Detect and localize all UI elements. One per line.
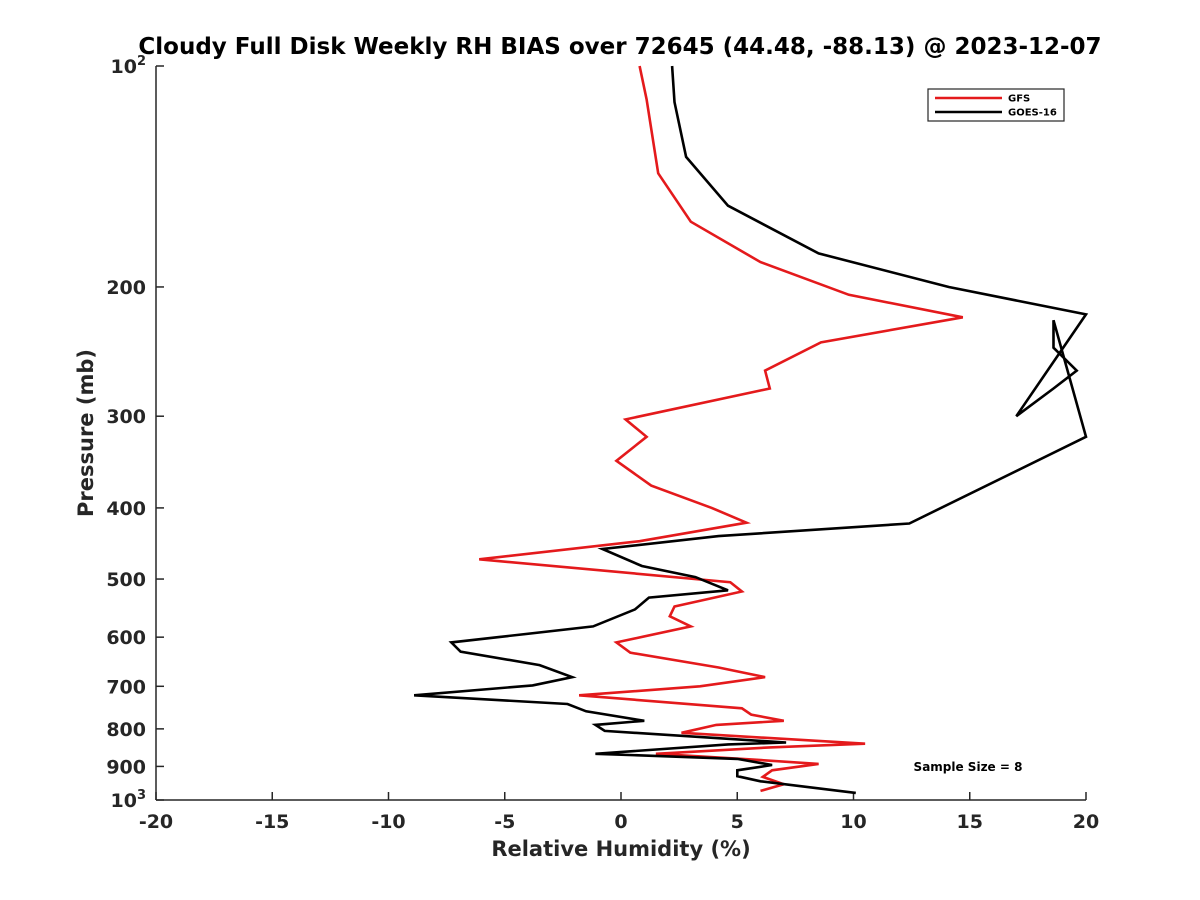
- series-line-goes16: [413, 65, 1089, 795]
- x-axis-ticks: -20 -15 -10 -5 0 5 10 15 20: [139, 792, 1099, 833]
- x-tick-label: -10: [371, 811, 405, 833]
- legend: GFS GOES-16: [927, 88, 1065, 122]
- legend-label-goes16: GOES-16: [1008, 108, 1057, 119]
- x-tick-label: 0: [614, 811, 627, 833]
- y-tick-label: 600: [106, 627, 146, 649]
- y-tick-label: 300: [106, 406, 146, 428]
- x-axis-label: Relative Humidity (%): [491, 837, 750, 861]
- legend-label-gfs: GFS: [1008, 94, 1030, 105]
- x-tick-label: 15: [957, 811, 983, 833]
- series-line-gfs: [479, 65, 964, 793]
- sample-size-annotation: Sample Size = 8: [914, 760, 1023, 774]
- chart-title: Cloudy Full Disk Weekly RH BIAS over 726…: [138, 34, 1101, 60]
- y-tick-label: 800: [106, 719, 146, 741]
- plot-area: [155, 66, 1086, 801]
- y-tick-label: 200: [106, 277, 146, 299]
- x-tick-label: 10: [840, 811, 866, 833]
- x-tick-label: 20: [1073, 811, 1099, 833]
- x-tick-label: -5: [494, 811, 515, 833]
- y-tick-label: 103: [111, 788, 147, 812]
- x-tick-label: -15: [255, 811, 289, 833]
- y-tick-label: 900: [106, 756, 146, 778]
- y-tick-label: 400: [106, 498, 146, 520]
- y-tick-base: 10: [111, 56, 137, 78]
- y-axis-label: Pressure (mb): [74, 349, 98, 517]
- y-tick-label: 102: [111, 54, 147, 78]
- y-tick-label: 500: [106, 569, 146, 591]
- y-tick-base: 10: [111, 790, 137, 812]
- x-tick-label: 5: [731, 811, 744, 833]
- y-tick-label: 700: [106, 676, 146, 698]
- y-tick-exponent: 3: [137, 788, 146, 803]
- x-tick-label: -20: [139, 811, 173, 833]
- series-lines: [413, 65, 1089, 795]
- legend-box: [927, 88, 1065, 122]
- y-tick-exponent: 2: [137, 54, 146, 69]
